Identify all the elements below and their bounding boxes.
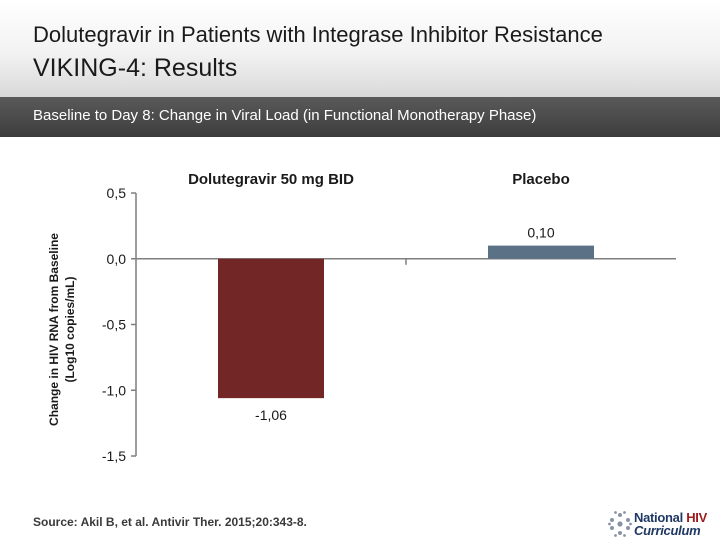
y-tick-label: -0,5 bbox=[102, 317, 126, 333]
slide-subtitle-title: VIKING-4: Results bbox=[33, 54, 238, 82]
y-axis-title-units: (Log10 copies/mL) bbox=[63, 276, 77, 382]
logo-emblem-icon bbox=[608, 511, 632, 537]
section-subtitle: Baseline to Day 8: Change in Viral Load … bbox=[33, 107, 537, 124]
y-tick-label: -1,5 bbox=[102, 448, 126, 464]
national-hiv-curriculum-logo: National HIV Curriculum bbox=[608, 509, 716, 539]
data-label: 0,10 bbox=[527, 225, 554, 241]
y-tick-label: -1,0 bbox=[102, 382, 126, 398]
bar-placebo bbox=[488, 245, 594, 259]
logo-text-curriculum: Curriculum bbox=[634, 523, 701, 538]
y-axis-title: Change in HIV RNA from Baseline bbox=[47, 233, 61, 426]
slide-title: Dolutegravir in Patients with Integrase … bbox=[33, 22, 603, 47]
source-citation: Source: Akil B, et al. Antivir Ther. 201… bbox=[33, 515, 307, 529]
category-label: Dolutegravir 50 mg BID bbox=[188, 171, 354, 188]
logo-text-national-hiv: National HIV bbox=[634, 510, 707, 525]
data-label: -1,06 bbox=[255, 407, 287, 423]
slide-header: Dolutegravir in Patients with Integrase … bbox=[0, 0, 720, 97]
category-label: Placebo bbox=[512, 171, 570, 188]
y-tick-label: 0,5 bbox=[107, 185, 127, 201]
y-tick-label: 0,0 bbox=[107, 251, 127, 267]
section-bar: Baseline to Day 8: Change in Viral Load … bbox=[0, 97, 720, 137]
bar-dolutegravir bbox=[218, 258, 324, 399]
